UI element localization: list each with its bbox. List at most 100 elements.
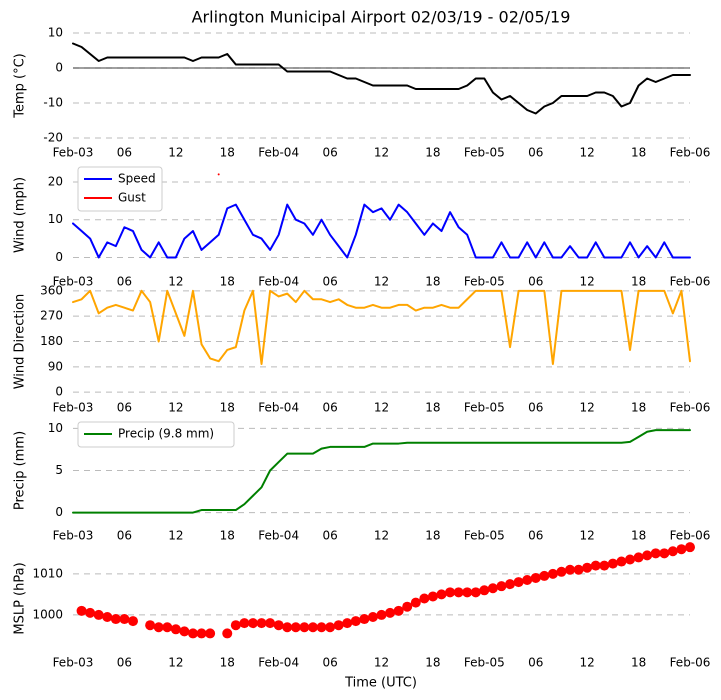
point (119, 614, 130, 625)
point (565, 564, 576, 575)
x-tick-label: Feb-03 (53, 275, 94, 289)
x-tick-label: Feb-05 (464, 656, 505, 670)
point (667, 546, 678, 557)
legend-label: Precip (9.8 mm) (118, 427, 214, 441)
x-tick-label: Feb-06 (670, 275, 711, 289)
point (376, 609, 387, 620)
x-tick-label: 06 (117, 146, 132, 160)
series-line (72, 289, 691, 366)
x-tick-label: 06 (528, 656, 543, 670)
y-tick-label: 0 (55, 250, 63, 264)
point (496, 581, 507, 592)
point (205, 628, 216, 639)
y-axis-label: Precip (mm) (13, 431, 28, 510)
x-tick-label: 12 (168, 656, 183, 670)
x-tick-label: Feb-05 (464, 275, 505, 289)
point (633, 552, 644, 563)
x-tick-label: 12 (374, 529, 389, 543)
point (196, 628, 207, 639)
point (445, 587, 456, 598)
y-axis-label: MSLP (hPa) (13, 562, 28, 634)
point (367, 611, 378, 622)
x-tick-label: Feb-06 (670, 529, 711, 543)
x-tick-label: 18 (220, 401, 235, 415)
x-tick-label: 18 (425, 275, 440, 289)
y-tick-label: 10 (48, 26, 63, 40)
x-tick-label: Feb-04 (258, 401, 299, 415)
x-tick-label: 18 (220, 656, 235, 670)
x-tick-label: Feb-05 (464, 529, 505, 543)
point (102, 611, 113, 622)
y-tick-label: 0 (55, 505, 63, 519)
x-tick-label: 06 (117, 656, 132, 670)
y-axis-label: Wind Direction (13, 294, 28, 390)
x-tick-label: Feb-06 (670, 656, 711, 670)
x-tick-label: 06 (322, 656, 337, 670)
y-tick-label: 1010 (32, 566, 63, 580)
point (282, 622, 293, 633)
point (402, 601, 413, 612)
x-tick-label: 12 (168, 275, 183, 289)
chart-title: Arlington Municipal Airport 02/03/19 - 0… (192, 8, 571, 27)
point (127, 616, 138, 627)
x-tick-label: 06 (528, 401, 543, 415)
y-tick-label: -20 (43, 131, 63, 145)
point (393, 605, 404, 616)
point (547, 568, 558, 579)
x-tick-label: 18 (425, 656, 440, 670)
point (427, 591, 438, 602)
point (333, 620, 344, 631)
point (607, 558, 618, 569)
point (170, 624, 181, 635)
x-tick-label: 12 (580, 656, 595, 670)
point (342, 618, 353, 629)
point (625, 554, 636, 565)
x-tick-label: Feb-03 (53, 146, 94, 160)
y-tick-label: 10 (48, 212, 63, 226)
point (479, 585, 490, 596)
point (247, 618, 258, 629)
y-tick-label: 20 (48, 174, 63, 188)
y-tick-label: 360 (40, 283, 63, 297)
x-tick-label: 12 (374, 401, 389, 415)
x-tick-label: 18 (220, 275, 235, 289)
x-tick-label: 06 (117, 529, 132, 543)
point (462, 587, 473, 598)
x-tick-label: 06 (322, 401, 337, 415)
point (685, 542, 695, 553)
point (453, 587, 464, 598)
x-tick-label: 12 (168, 529, 183, 543)
x-tick-label: 12 (580, 146, 595, 160)
x-tick-label: 12 (374, 656, 389, 670)
x-tick-label: 06 (117, 401, 132, 415)
point (599, 560, 610, 571)
x-tick-label: 18 (631, 529, 646, 543)
point (513, 577, 524, 588)
point (273, 620, 284, 631)
point (76, 605, 87, 616)
y-tick-label: 1000 (32, 607, 63, 621)
series-line (72, 429, 691, 514)
y-tick-label: 10 (48, 421, 63, 435)
point (530, 572, 541, 583)
x-tick-label: 06 (117, 275, 132, 289)
x-tick-label: 12 (168, 146, 183, 160)
point (590, 560, 601, 571)
x-tick-label: Feb-04 (258, 275, 299, 289)
point (470, 587, 481, 598)
x-tick-label: 18 (220, 529, 235, 543)
point (359, 614, 370, 625)
x-tick-label: 12 (580, 401, 595, 415)
point (556, 566, 567, 577)
x-tick-label: 06 (322, 275, 337, 289)
point (522, 575, 533, 586)
point (162, 622, 173, 633)
y-tick-label: 0 (55, 385, 63, 399)
x-tick-label: 18 (631, 656, 646, 670)
legend-label: Speed (118, 172, 156, 186)
x-tick-label: 18 (631, 146, 646, 160)
y-tick-label: 5 (55, 463, 63, 477)
point (325, 622, 336, 633)
y-tick-label: 0 (55, 61, 63, 75)
